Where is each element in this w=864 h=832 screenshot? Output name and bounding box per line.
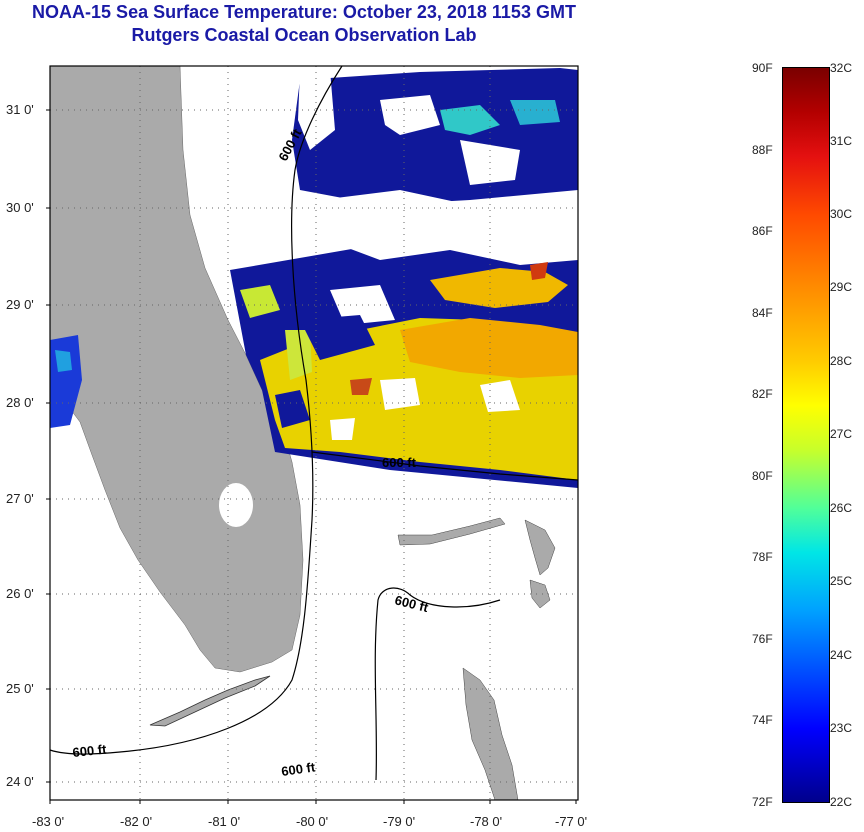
lat-label: 31 0'	[6, 102, 34, 117]
colorbar-c-label: 28C	[830, 354, 853, 368]
lat-label: 24 0'	[6, 774, 34, 789]
lat-label: 29 0'	[6, 297, 34, 312]
lon-label: -81 0'	[208, 814, 241, 829]
colorbar-c-label: 31C	[830, 134, 853, 148]
lon-label: -77 0'	[555, 814, 588, 829]
lake-okeechobee	[219, 483, 253, 527]
colorbar-f-label: 88F	[752, 143, 773, 157]
colorbar-f-label: 80F	[752, 469, 773, 483]
temperature-colorbar	[782, 67, 830, 803]
lat-label: 27 0'	[6, 491, 34, 506]
colorbar-f-label: 76F	[752, 632, 773, 646]
isobath-label: 600 ft	[382, 455, 417, 470]
graticule	[50, 66, 578, 800]
lon-label: -82 0'	[120, 814, 153, 829]
lon-label: -80 0'	[296, 814, 329, 829]
eleuthera	[529, 579, 551, 609]
lat-label: 30 0'	[6, 200, 34, 215]
lon-label: -78 0'	[470, 814, 503, 829]
colorbar-f-label: 84F	[752, 306, 773, 320]
lon-label: -79 0'	[383, 814, 416, 829]
colorbar-c-label: 26C	[830, 501, 853, 515]
colorbar-c-label: 29C	[830, 280, 853, 294]
isobath-label: 600 ft	[72, 741, 108, 760]
map-frame	[49, 65, 579, 801]
colorbar-c-label: 25C	[830, 574, 853, 588]
isobaths	[49, 65, 579, 781]
florida-keys	[149, 675, 271, 727]
lat-label: 25 0'	[6, 681, 34, 696]
grand-bahama	[397, 517, 506, 546]
abaco	[524, 519, 556, 576]
isobath-label: 600 ft	[280, 759, 316, 779]
andros	[462, 667, 519, 800]
colorbar-c-label: 27C	[830, 427, 853, 441]
colorbar-f-label: 86F	[752, 224, 773, 238]
colorbar-c-label: 24C	[830, 648, 853, 662]
colorbar-c-label: 23C	[830, 721, 853, 735]
colorbar-c-label: 32C	[830, 61, 853, 75]
map-subtitle: Rutgers Coastal Ocean Observation Lab	[131, 25, 477, 45]
colorbar-c-label: 30C	[830, 207, 853, 221]
lat-label: 26 0'	[6, 586, 34, 601]
colorbar-f-label: 72F	[752, 795, 773, 809]
colorbar-f-label: 82F	[752, 387, 773, 401]
colorbar-f-label: 74F	[752, 713, 773, 727]
colorbar-f-label: 90F	[752, 61, 773, 75]
colorbar-f-label: 78F	[752, 550, 773, 564]
colorbar-c-label: 22C	[830, 795, 853, 809]
lon-label: -83 0'	[32, 814, 65, 829]
lat-label: 28 0'	[6, 395, 34, 410]
map-title: NOAA-15 Sea Surface Temperature: October…	[32, 2, 576, 22]
